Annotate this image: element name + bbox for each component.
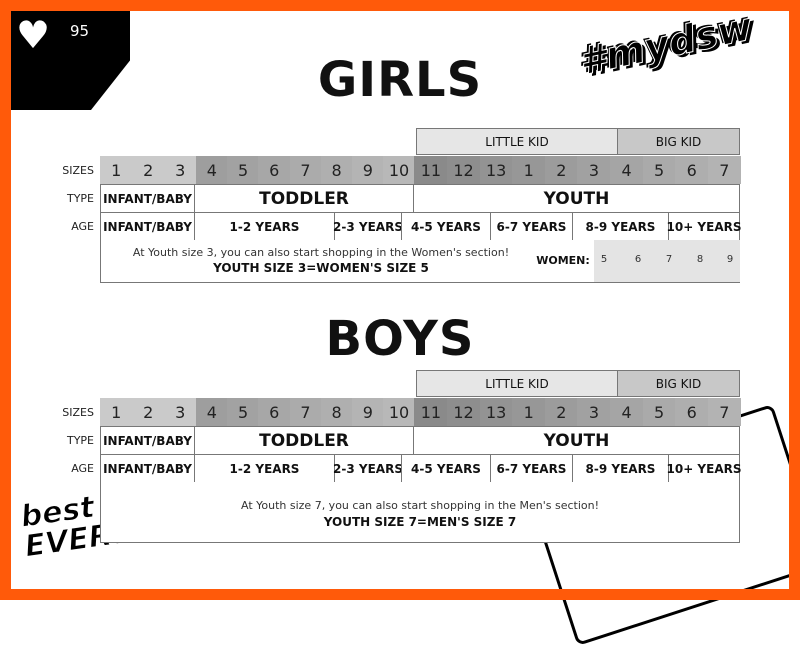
size-cell: 1 (100, 398, 133, 426)
size-cell: 5 (642, 156, 676, 184)
boys-note: At Youth size 7, you can also start shop… (240, 499, 600, 512)
size-cell: 7 (707, 156, 741, 184)
size-cell: 8 (320, 398, 353, 426)
size-cell: 11 (414, 156, 448, 184)
women-size: 5 (600, 254, 608, 265)
girls-note: At Youth size 3, you can also start shop… (132, 246, 510, 259)
size-cell: 10 (383, 156, 415, 184)
little-kid-header: LITTLE KID (416, 370, 618, 397)
age-cell: 1-2 YEARS (194, 212, 335, 241)
size-cell: 5 (227, 398, 259, 426)
age-cell: 1-2 YEARS (194, 454, 335, 483)
boys-equivalence: YOUTH SIZE 7=MEN'S SIZE 7 (323, 515, 517, 529)
boys-title: BOYS (325, 311, 475, 367)
size-cell: 6 (675, 398, 709, 426)
size-cell: 4 (610, 398, 644, 426)
type-label: TYPE (66, 434, 94, 447)
size-cell: 10 (383, 398, 415, 426)
sizes-label: SIZES (62, 164, 94, 177)
age-cell: INFANT/BABY (100, 212, 195, 241)
size-cell: 6 (258, 398, 291, 426)
size-cell: 3 (577, 156, 611, 184)
size-cell: 9 (352, 156, 384, 184)
size-cell: 5 (227, 156, 259, 184)
likes-count: 95 (70, 22, 90, 40)
size-cell: 2 (132, 156, 165, 184)
size-cell: 5 (642, 398, 676, 426)
age-cell: 2-3 YEARS (333, 454, 403, 483)
age-cell: 2-3 YEARS (333, 212, 403, 241)
age-cell: 10+ YEARS (667, 454, 742, 483)
age-cell: 8-9 YEARS (572, 212, 669, 241)
girls-title: GIRLS (317, 52, 483, 108)
size-cell: 11 (414, 398, 448, 426)
type-cell: INFANT/BABY (100, 184, 195, 213)
little-kid-header: LITTLE KID (416, 128, 618, 155)
size-cell: 1 (512, 398, 546, 426)
women-size: 8 (696, 254, 704, 265)
size-cell: 1 (512, 156, 546, 184)
type-cell: YOUTH (413, 426, 740, 455)
size-cell: 7 (707, 398, 741, 426)
size-cell: 1 (100, 156, 133, 184)
women-sizes: 5 6 7 8 9 (594, 240, 740, 282)
age-cell: 10+ YEARS (667, 212, 742, 241)
type-cell: TODDLER (194, 184, 414, 213)
women-size: 9 (726, 254, 734, 265)
type-cell: INFANT/BABY (100, 426, 195, 455)
girls-equivalence: YOUTH SIZE 3=WOMEN'S SIZE 5 (213, 261, 429, 275)
age-cell: 4-5 YEARS (401, 212, 491, 241)
girls-note-box: At Youth size 3, you can also start shop… (100, 240, 740, 283)
type-cell: YOUTH (413, 184, 740, 213)
size-cell: 3 (164, 398, 197, 426)
heart-icon: ♥ (16, 13, 51, 57)
size-cell: 12 (447, 398, 481, 426)
type-cell: TODDLER (194, 426, 414, 455)
age-label: AGE (71, 462, 94, 475)
size-cell: 4 (196, 398, 228, 426)
type-label: TYPE (66, 192, 94, 205)
size-cell: 2 (544, 156, 578, 184)
size-cell: 8 (320, 156, 353, 184)
size-cell: 6 (258, 156, 291, 184)
women-label: WOMEN: (536, 254, 590, 267)
size-cell: 13 (479, 398, 513, 426)
age-cell: 4-5 YEARS (401, 454, 491, 483)
size-cell: 2 (544, 398, 578, 426)
women-size: 7 (665, 254, 673, 265)
size-cell: 7 (289, 156, 322, 184)
size-cell: 13 (479, 156, 513, 184)
age-cell: INFANT/BABY (100, 454, 195, 483)
age-cell: 6-7 YEARS (490, 212, 573, 241)
age-label: AGE (71, 220, 94, 233)
size-cell: 3 (577, 398, 611, 426)
big-kid-header: BIG KID (617, 128, 740, 155)
age-cell: 8-9 YEARS (572, 454, 669, 483)
size-cell: 3 (164, 156, 197, 184)
big-kid-header: BIG KID (617, 370, 740, 397)
size-cell: 4 (610, 156, 644, 184)
size-cell: 9 (352, 398, 384, 426)
sizes-label: SIZES (62, 406, 94, 419)
size-cell: 12 (447, 156, 481, 184)
size-cell: 4 (196, 156, 228, 184)
age-cell: 6-7 YEARS (490, 454, 573, 483)
boys-note-box: At Youth size 7, you can also start shop… (100, 482, 740, 543)
size-cell: 7 (289, 398, 322, 426)
size-cell: 2 (132, 398, 165, 426)
women-size: 6 (634, 254, 642, 265)
size-cell: 6 (675, 156, 709, 184)
